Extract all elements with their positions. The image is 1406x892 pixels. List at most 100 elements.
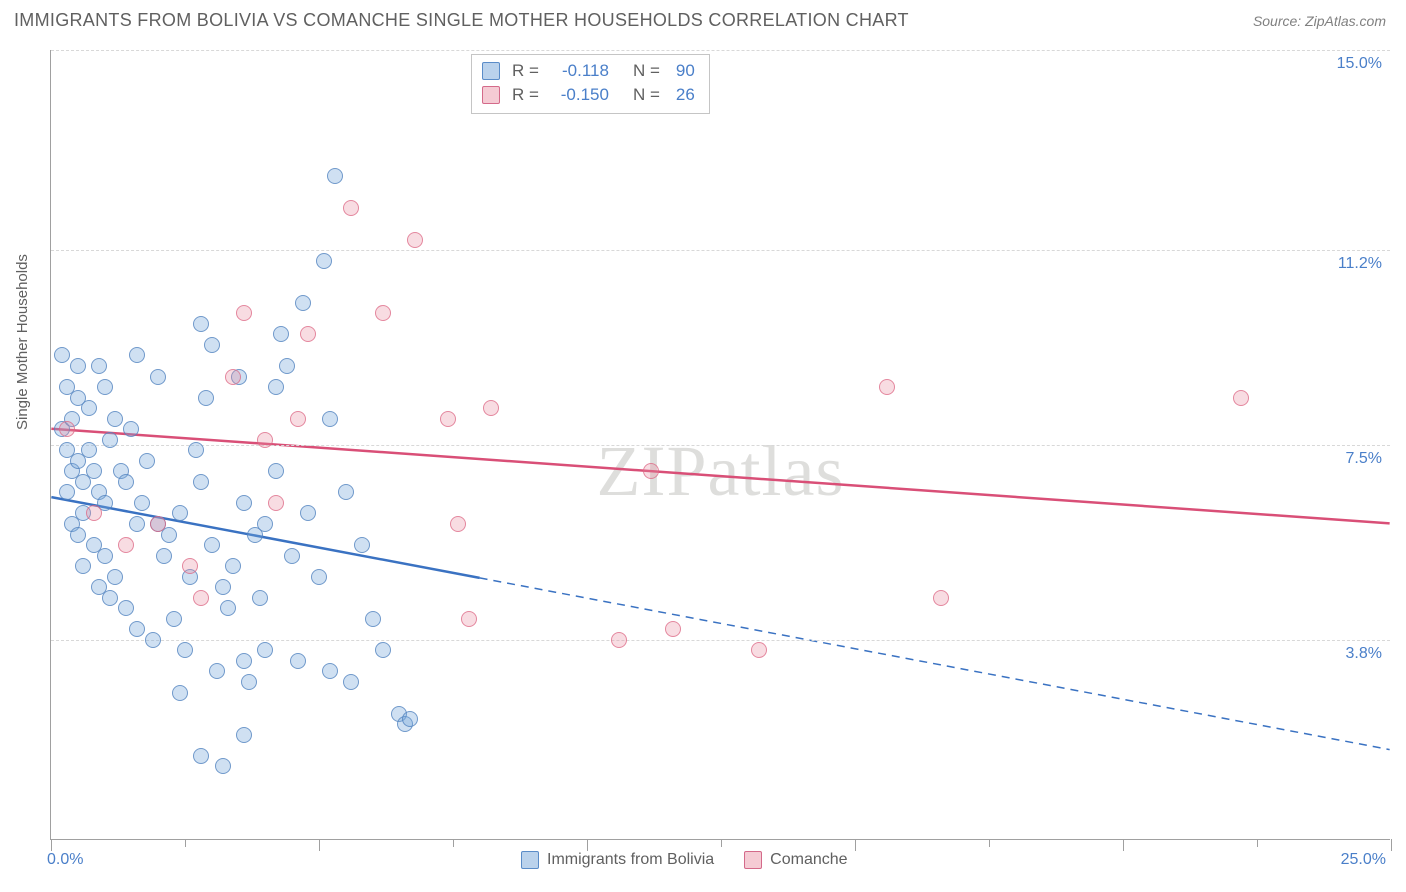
data-point xyxy=(145,632,161,648)
gridline xyxy=(51,640,1390,641)
data-point xyxy=(166,611,182,627)
data-point xyxy=(107,411,123,427)
series-legend: Immigrants from BoliviaComanche xyxy=(521,851,848,869)
swatch-blue-icon xyxy=(482,62,500,80)
data-point xyxy=(150,516,166,532)
data-point xyxy=(300,505,316,521)
data-point xyxy=(129,347,145,363)
data-point xyxy=(316,253,332,269)
x-axis-min-label: 0.0% xyxy=(47,851,83,869)
data-point xyxy=(322,663,338,679)
data-point xyxy=(188,442,204,458)
y-tick-label: 7.5% xyxy=(1346,450,1382,468)
y-tick-label: 11.2% xyxy=(1338,255,1382,273)
data-point xyxy=(268,379,284,395)
data-point xyxy=(225,558,241,574)
correlation-stat-box: R =-0.118N =90R =-0.150N =26 xyxy=(471,54,710,114)
data-point xyxy=(102,432,118,448)
x-tick xyxy=(453,839,454,847)
data-point xyxy=(54,347,70,363)
data-point xyxy=(172,685,188,701)
data-point xyxy=(300,326,316,342)
x-tick xyxy=(989,839,990,847)
stat-row: R =-0.118N =90 xyxy=(482,59,695,83)
data-point xyxy=(134,495,150,511)
y-tick-label: 3.8% xyxy=(1346,645,1382,663)
data-point xyxy=(150,369,166,385)
data-point xyxy=(311,569,327,585)
data-point xyxy=(193,316,209,332)
data-point xyxy=(257,432,273,448)
data-point xyxy=(268,463,284,479)
watermark: ZIPatlas xyxy=(597,430,845,513)
y-tick-label: 15.0% xyxy=(1337,55,1382,73)
chart-title: IMMIGRANTS FROM BOLIVIA VS COMANCHE SING… xyxy=(14,10,909,31)
n-value: 90 xyxy=(676,59,695,83)
data-point xyxy=(290,411,306,427)
data-point xyxy=(59,484,75,500)
source-attribution: Source: ZipAtlas.com xyxy=(1253,13,1386,29)
data-point xyxy=(236,653,252,669)
data-point xyxy=(70,527,86,543)
data-point xyxy=(204,537,220,553)
data-point xyxy=(402,711,418,727)
data-point xyxy=(933,590,949,606)
swatch-red-icon xyxy=(744,851,762,869)
data-point xyxy=(209,663,225,679)
data-point xyxy=(193,474,209,490)
data-point xyxy=(129,621,145,637)
y-axis-label: Single Mother Households xyxy=(14,254,31,430)
data-point xyxy=(225,369,241,385)
data-point xyxy=(1233,390,1249,406)
scatter-chart: ZIPatlas R =-0.118N =90R =-0.150N =26 Im… xyxy=(50,50,1390,840)
data-point xyxy=(59,421,75,437)
x-tick xyxy=(587,839,588,851)
data-point xyxy=(375,642,391,658)
x-tick xyxy=(319,839,320,851)
data-point xyxy=(177,642,193,658)
r-label: R = xyxy=(512,59,539,83)
stat-row: R =-0.150N =26 xyxy=(482,83,695,107)
data-point xyxy=(102,590,118,606)
data-point xyxy=(75,558,91,574)
x-axis-max-label: 25.0% xyxy=(1341,851,1386,869)
data-point xyxy=(273,326,289,342)
data-point xyxy=(257,516,273,532)
data-point xyxy=(91,358,107,374)
data-point xyxy=(59,379,75,395)
n-label: N = xyxy=(633,83,660,107)
data-point xyxy=(220,600,236,616)
gridline xyxy=(51,250,1390,251)
data-point xyxy=(375,305,391,321)
data-point xyxy=(450,516,466,532)
data-point xyxy=(440,411,456,427)
gridline xyxy=(51,50,1390,51)
data-point xyxy=(365,611,381,627)
n-value: 26 xyxy=(676,83,695,107)
data-point xyxy=(172,505,188,521)
data-point xyxy=(252,590,268,606)
data-point xyxy=(236,727,252,743)
x-tick xyxy=(855,839,856,851)
data-point xyxy=(268,495,284,511)
data-point xyxy=(241,674,257,690)
data-point xyxy=(643,463,659,479)
data-point xyxy=(407,232,423,248)
data-point xyxy=(81,442,97,458)
data-point xyxy=(343,200,359,216)
data-point xyxy=(295,295,311,311)
data-point xyxy=(343,674,359,690)
x-tick xyxy=(1257,839,1258,847)
data-point xyxy=(123,421,139,437)
data-point xyxy=(156,548,172,564)
data-point xyxy=(118,600,134,616)
legend-item: Immigrants from Bolivia xyxy=(521,851,714,869)
data-point xyxy=(354,537,370,553)
data-point xyxy=(284,548,300,564)
data-point xyxy=(129,516,145,532)
data-point xyxy=(97,548,113,564)
data-point xyxy=(107,569,123,585)
data-point xyxy=(236,495,252,511)
x-tick xyxy=(721,839,722,847)
data-point xyxy=(204,337,220,353)
